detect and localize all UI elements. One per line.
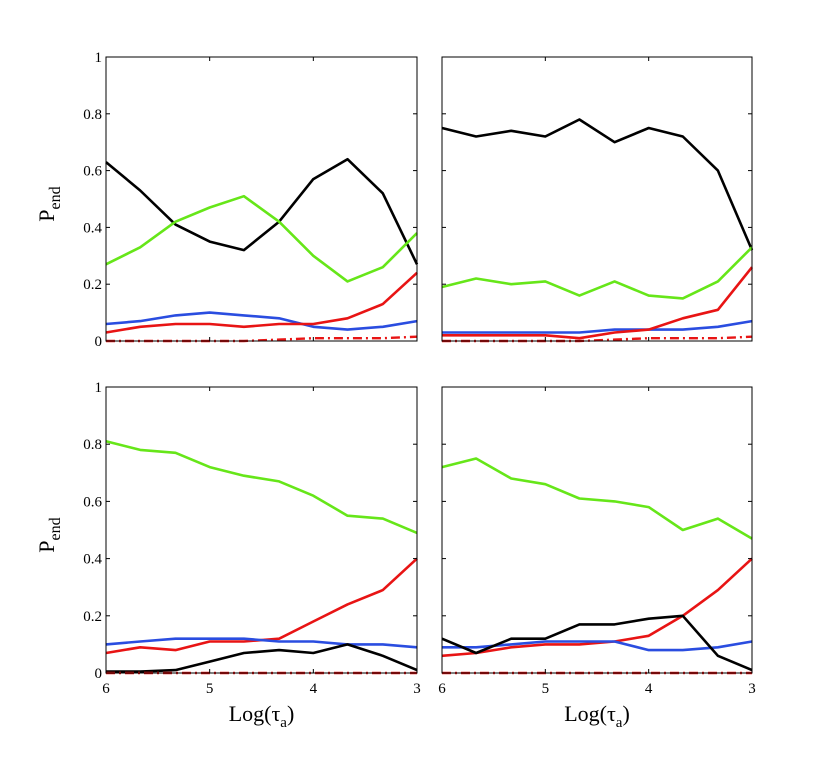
y-tick-label: 0.2 xyxy=(83,277,102,293)
x-axis-label: Log(τa) xyxy=(564,701,630,731)
x-tick-label: 5 xyxy=(206,681,214,697)
panel-top-right xyxy=(441,56,754,343)
y-tick-label: 0 xyxy=(95,334,103,350)
series-line-red-dashdot xyxy=(442,335,753,343)
series-line-green xyxy=(441,457,753,540)
y-axis-label: Pend xyxy=(34,186,64,221)
y-tick-label: 0.4 xyxy=(83,552,102,568)
y-tick-label: 0.8 xyxy=(83,107,102,123)
x-tick-label: 6 xyxy=(102,681,110,697)
y-tick-label: 0.6 xyxy=(83,164,102,180)
y-tick-label: 0.4 xyxy=(83,220,102,236)
series-line-green xyxy=(441,246,753,300)
y-axis-label: Pend xyxy=(34,517,64,552)
x-tick-label: 4 xyxy=(310,681,318,697)
x-axis-label: Log(τa) xyxy=(229,701,295,731)
x-tick-label: 4 xyxy=(645,681,653,697)
series-line-green xyxy=(105,440,418,535)
x-tick-label: 3 xyxy=(748,681,756,697)
axes-frame xyxy=(441,386,753,674)
series-line-red xyxy=(442,266,754,340)
series-line-red xyxy=(105,271,418,334)
y-tick-label: 0 xyxy=(95,666,103,682)
y-tick-label: 1 xyxy=(95,50,103,66)
series-line-green xyxy=(105,194,418,283)
series-line-blue xyxy=(105,637,418,649)
axes-frame xyxy=(105,56,418,342)
series-line-red-dashdot xyxy=(106,335,418,343)
series-line-blue xyxy=(442,319,753,334)
series-line-black xyxy=(441,614,753,672)
x-tick-label: 6 xyxy=(438,681,446,697)
y-tick-label: 0.8 xyxy=(83,437,102,453)
panel-bottom-right: 6 5 4 3 Log(τa) xyxy=(438,386,756,731)
series-line-black xyxy=(441,118,754,251)
x-tick-label: 3 xyxy=(413,681,421,697)
y-tick-label: 0.2 xyxy=(83,609,102,625)
panel-top-left: 0 0.2 0.4 0.6 0.8 1 Pend xyxy=(34,50,419,350)
axes-frame xyxy=(441,56,753,342)
y-tick-label: 1 xyxy=(95,380,103,396)
x-tick-label: 5 xyxy=(542,681,550,697)
series-line-black xyxy=(106,643,418,673)
axes-frame xyxy=(105,386,418,674)
series-line-black xyxy=(105,157,419,265)
series-line-blue xyxy=(105,311,418,331)
y-tick-label: 0.6 xyxy=(83,494,102,510)
series-line-red xyxy=(441,557,753,658)
panel-bottom-left: 0 0.2 0.4 0.6 0.8 1 6 5 4 3 Pend Log(τa) xyxy=(34,380,421,731)
